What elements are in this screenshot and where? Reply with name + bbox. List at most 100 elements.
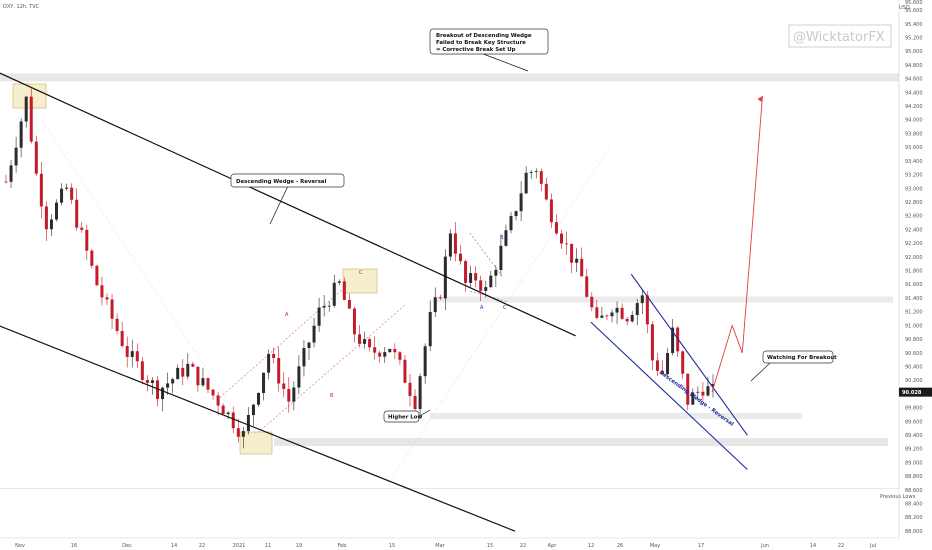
candle [615, 307, 619, 313]
y-tick-label: 93.800 [905, 131, 923, 137]
candle [100, 285, 104, 298]
y-tick-label: 93.600 [905, 145, 923, 151]
candle [433, 297, 437, 313]
last-price-tag: 90.028 [899, 387, 932, 397]
candle [65, 187, 69, 189]
candle [115, 318, 119, 331]
candle [135, 351, 139, 362]
candle [408, 382, 412, 396]
candles-layer [4, 88, 715, 449]
candle [70, 187, 74, 200]
x-tick-label: 26 [617, 543, 623, 549]
candle [272, 353, 276, 358]
higher-low-label: Higher Low [388, 415, 422, 421]
candle [19, 121, 23, 148]
y-tick-label: 95.000 [905, 49, 923, 55]
candle [565, 243, 569, 245]
projection-arrowhead [757, 95, 763, 102]
y-tick-label: 95.200 [905, 35, 923, 41]
candle [635, 303, 639, 316]
x-tick-label: 22 [838, 543, 844, 549]
candle [332, 282, 336, 306]
x-tick-label: Jul [869, 543, 876, 549]
zones-layer [0, 73, 899, 490]
last-price-value: 90.028 [902, 390, 922, 396]
x-tick-label: 11 [265, 543, 271, 549]
y-tick-label: 95.400 [905, 22, 923, 28]
x-axis[interactable]: Nov 16 Dec 14 22 2021 11 19 Feb 15 Mar 15 22 Apr 12 26 M… [0, 537, 899, 549]
y-tick-label: 94.400 [905, 90, 923, 96]
y-tick-label: 95.600 [905, 8, 923, 14]
y-tick-label: 90.600 [905, 351, 923, 357]
candle [267, 353, 271, 373]
x-tick-label: 22 [199, 543, 205, 549]
watching-callout: Watching For Breakout [750, 350, 837, 382]
y-tick-label: 88.600 [905, 488, 923, 494]
candle [85, 229, 89, 251]
y-axis[interactable]: 88.000 88.200 88.400 88.600 88.800 89.000 89.2… [898, 0, 923, 538]
candle [80, 227, 84, 230]
candle [39, 173, 43, 207]
y-tick-label: 90.200 [905, 378, 923, 384]
guide-line [389, 147, 611, 480]
candle [453, 233, 457, 254]
candle [171, 379, 175, 384]
breakout-line-1: Breakout of Descending Wedge [436, 33, 532, 39]
candle [363, 339, 367, 344]
previous-lows-label: Previous Lows [880, 494, 916, 500]
x-tick-label: Nov [15, 543, 25, 549]
candle [191, 363, 195, 367]
candle [393, 349, 397, 353]
y-tick-label: 88.000 [905, 529, 923, 535]
candle [514, 211, 518, 217]
candle [287, 388, 291, 402]
x-tick-label: 17 [698, 543, 704, 549]
abc-channel-line [469, 232, 504, 278]
currency-label: USD [899, 5, 910, 11]
supply-demand-box [342, 268, 378, 294]
y-tick-label: 92.200 [905, 241, 923, 247]
y-tick-label: 89.200 [905, 447, 923, 453]
y-tick-label: 88.400 [905, 502, 923, 508]
candle [428, 312, 432, 347]
candle [443, 256, 447, 299]
candle [358, 334, 361, 344]
candle [246, 415, 250, 432]
x-tick-label: 15 [389, 543, 395, 549]
y-tick-label: 90.800 [905, 337, 923, 343]
y-tick-label: 91.000 [905, 323, 923, 329]
abc-channel-line [219, 284, 349, 398]
supply-demand-box [239, 431, 273, 455]
candle [398, 352, 402, 360]
candle [161, 387, 165, 400]
candle [120, 330, 124, 347]
zone-band [430, 413, 802, 420]
watermark-box: @WicktatorFX [788, 24, 892, 48]
candle [610, 312, 614, 317]
candle [196, 366, 200, 386]
y-tick-label: 94.800 [905, 63, 923, 69]
candle [95, 265, 99, 286]
candle [282, 383, 286, 389]
candle [560, 233, 563, 244]
candle [519, 193, 523, 212]
candle [186, 363, 190, 377]
candle [251, 404, 255, 416]
candle [44, 206, 48, 230]
candle [570, 243, 574, 263]
candle [524, 172, 528, 194]
candle [373, 347, 377, 353]
guide-lines [29, 102, 611, 480]
higher-low-callout: Higher Low [383, 409, 431, 423]
candle [590, 296, 594, 308]
candle [337, 281, 341, 283]
x-tick-label: May [650, 543, 660, 549]
candle [110, 299, 114, 319]
y-tick-label: 94.600 [905, 77, 923, 83]
candle [226, 412, 230, 415]
candle [307, 342, 311, 348]
candle [368, 339, 372, 348]
y-tick-label: 92.600 [905, 214, 923, 220]
y-tick-label: 93.400 [905, 159, 923, 165]
